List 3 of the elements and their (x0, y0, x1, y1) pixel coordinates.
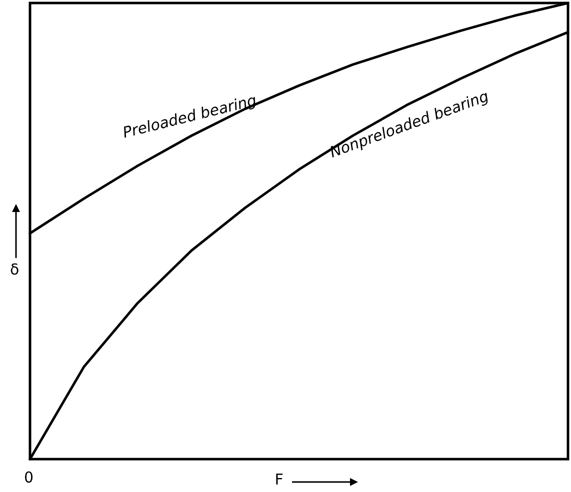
y-axis-title: δ (10, 260, 20, 278)
text: 0 (24, 468, 34, 486)
x-axis-title: F (274, 470, 284, 488)
